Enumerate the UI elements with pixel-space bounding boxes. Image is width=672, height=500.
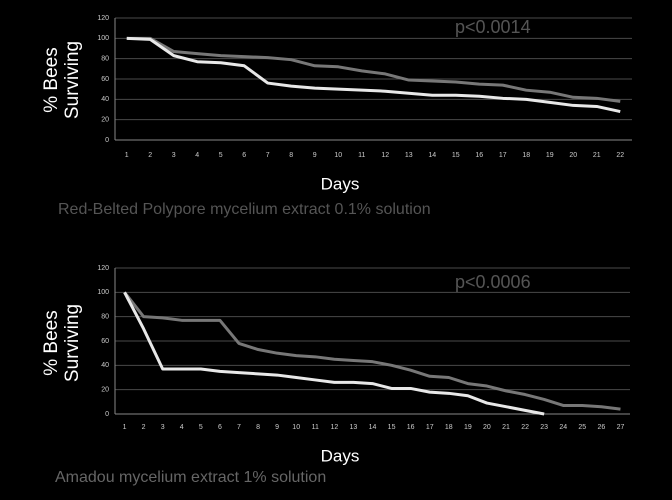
y-tick-label: 20 xyxy=(101,387,109,394)
x-tick-label: 22 xyxy=(616,152,624,159)
y-tick-label: 60 xyxy=(101,338,109,345)
x-tick-label: 3 xyxy=(161,424,165,431)
x-tick-label: 3 xyxy=(172,152,176,159)
x-tick-label: 26 xyxy=(597,424,605,431)
x-tick-label: 21 xyxy=(593,152,601,159)
x-tick-label: 17 xyxy=(426,424,434,431)
y-tick-label: 100 xyxy=(97,35,109,42)
x-tick-label: 1 xyxy=(123,424,127,431)
x-tick-label: 16 xyxy=(475,152,483,159)
x-tick-label: 8 xyxy=(256,424,260,431)
x-tick-label: 9 xyxy=(313,152,317,159)
line-series xyxy=(126,36,621,103)
y-tick-label: 40 xyxy=(101,362,109,369)
y-tick-label: 80 xyxy=(101,56,109,63)
x-tick-label: 12 xyxy=(381,152,389,159)
x-tick-label: 25 xyxy=(578,424,586,431)
y-tick-label: 100 xyxy=(97,289,109,296)
x-axis-label: Days xyxy=(321,446,360,465)
x-tick-label: 5 xyxy=(219,152,223,159)
x-tick-label: 1 xyxy=(125,152,129,159)
annotation: p<0.0006 xyxy=(455,272,531,292)
x-tick-label: 20 xyxy=(483,424,491,431)
x-tick-label: 23 xyxy=(540,424,548,431)
x-tick-label: 6 xyxy=(242,152,246,159)
x-tick-label: 5 xyxy=(199,424,203,431)
x-tick-label: 14 xyxy=(428,152,436,159)
x-tick-label: 14 xyxy=(369,424,377,431)
x-tick-label: 4 xyxy=(195,152,199,159)
x-tick-label: 10 xyxy=(292,424,300,431)
x-tick-label: 2 xyxy=(148,152,152,159)
line-series xyxy=(123,291,621,411)
y-tick-label: 20 xyxy=(101,117,109,124)
x-tick-label: 17 xyxy=(499,152,507,159)
x-tick-label: 18 xyxy=(522,152,530,159)
y-tick-label: 120 xyxy=(97,265,109,272)
y-tick-label: 0 xyxy=(105,411,109,418)
x-tick-label: 19 xyxy=(464,424,472,431)
x-tick-label: 8 xyxy=(289,152,293,159)
x-tick-label: 24 xyxy=(559,424,567,431)
y-tick-label: 80 xyxy=(101,314,109,321)
y-axis-label: % Bees Surviving xyxy=(41,303,83,383)
x-tick-label: 7 xyxy=(237,424,241,431)
x-tick-label: 27 xyxy=(617,424,625,431)
x-axis-label: Days xyxy=(321,174,360,193)
x-tick-label: 16 xyxy=(407,424,415,431)
x-tick-label: 11 xyxy=(358,152,365,159)
x-tick-label: 13 xyxy=(405,152,413,159)
x-tick-label: 22 xyxy=(521,424,529,431)
annotation: p<0.0014 xyxy=(455,17,531,37)
x-tick-label: 7 xyxy=(266,152,270,159)
x-tick-label: 19 xyxy=(546,152,554,159)
y-tick-label: 40 xyxy=(101,96,109,103)
x-tick-label: 4 xyxy=(180,424,184,431)
x-tick-label: 21 xyxy=(502,424,510,431)
x-tick-label: 12 xyxy=(330,424,338,431)
x-tick-label: 9 xyxy=(275,424,279,431)
x-tick-label: 15 xyxy=(452,152,460,159)
x-tick-label: 10 xyxy=(334,152,342,159)
x-tick-label: 18 xyxy=(445,424,453,431)
x-tick-label: 13 xyxy=(350,424,358,431)
x-tick-label: 11 xyxy=(312,424,319,431)
x-tick-label: 20 xyxy=(569,152,577,159)
caption: Red-Belted Polypore mycelium extract 0.1… xyxy=(58,201,431,218)
x-tick-label: 6 xyxy=(218,424,222,431)
caption: Amadou mycelium extract 1% solution xyxy=(55,469,326,486)
line-series xyxy=(123,291,545,416)
y-tick-label: 120 xyxy=(97,15,109,22)
line-series xyxy=(126,36,621,113)
y-tick-label: 0 xyxy=(105,137,109,144)
y-axis-label: % Bees Surviving xyxy=(41,40,83,120)
x-tick-label: 2 xyxy=(142,424,146,431)
x-tick-label: 15 xyxy=(388,424,396,431)
y-tick-label: 60 xyxy=(101,76,109,83)
